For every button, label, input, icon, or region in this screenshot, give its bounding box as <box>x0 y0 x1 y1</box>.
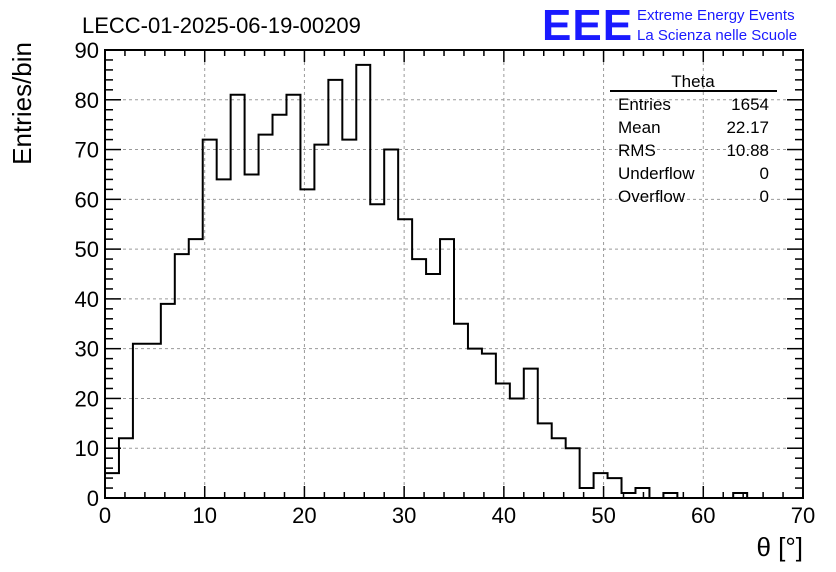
histogram-bin <box>440 239 454 498</box>
histogram-bin <box>203 140 217 498</box>
histogram-bin <box>119 438 133 498</box>
plot-frame <box>104 49 804 499</box>
histogram-bin <box>105 473 119 498</box>
histogram-bin <box>175 254 189 498</box>
histogram-bin <box>245 174 259 498</box>
histogram-outline <box>104 63 803 499</box>
y-tick-label: 40 <box>75 287 99 312</box>
histogram-bin <box>189 239 203 498</box>
histogram-bin <box>314 145 328 498</box>
x-tick-label: 0 <box>99 503 111 528</box>
histogram-bin <box>524 369 538 498</box>
logo-mark: EEE <box>542 1 633 50</box>
histogram-bin <box>580 488 594 498</box>
histogram-bin <box>482 354 496 498</box>
histogram-bin <box>231 95 245 498</box>
histogram-bin <box>273 115 287 498</box>
histogram-bin <box>259 135 273 498</box>
histogram-bin <box>356 65 370 498</box>
y-tick-label: 70 <box>75 138 99 163</box>
histogram-bin <box>398 219 412 498</box>
stats-row-value: 0 <box>760 164 769 183</box>
stats-row-label: Mean <box>618 118 661 137</box>
histogram-bin <box>566 448 580 498</box>
y-tick-label: 80 <box>75 88 99 113</box>
x-tick-label: 70 <box>791 503 815 528</box>
histogram-bin <box>370 204 384 498</box>
y-tick-label: 0 <box>87 486 99 511</box>
histogram-bin <box>384 150 398 498</box>
histogram-bin <box>594 473 608 498</box>
x-tick-label: 20 <box>292 503 316 528</box>
stats-row-label: Overflow <box>618 187 686 206</box>
histogram-bin <box>217 179 231 498</box>
y-tick-label: 10 <box>75 436 99 461</box>
y-tick-label: 20 <box>75 386 99 411</box>
histogram-bin <box>286 95 300 498</box>
stats-row-value: 1654 <box>731 95 769 114</box>
histogram-bin <box>538 423 552 498</box>
stats-box: Theta Entries 1654 Mean 22.17 RMS 10.88 Underf… <box>610 72 777 206</box>
stats-row-value: 0 <box>760 187 769 206</box>
stats-row-label: Underflow <box>618 164 695 183</box>
axes: 0 10 20 30 40 50 60 70 0 10 20 30 40 50 60 70 80 90 <box>75 38 816 528</box>
histogram-bin <box>552 438 566 498</box>
stats-row-value: 10.88 <box>726 141 769 160</box>
x-tick-label: 30 <box>392 503 416 528</box>
y-axis-title: Entries/bin <box>7 42 37 165</box>
histogram-bin <box>635 488 649 498</box>
histogram-bin <box>328 80 342 498</box>
histogram-bin <box>426 274 440 498</box>
logo-line-1: Extreme Energy Events <box>637 7 795 24</box>
stats-row-value: 22.17 <box>726 118 769 137</box>
logo-line-2: La Scienza nelle Scuole <box>637 27 797 44</box>
x-tick-label: 40 <box>492 503 516 528</box>
y-tick-label: 30 <box>75 337 99 362</box>
x-tick-label: 50 <box>591 503 615 528</box>
stats-row-label: Entries <box>618 95 671 114</box>
y-tick-label: 90 <box>75 38 99 63</box>
histogram-bin <box>608 478 622 498</box>
x-axis-title: θ [°] <box>756 532 803 562</box>
eee-logo: EEE Extreme Energy Events La Scienza nel… <box>542 1 797 50</box>
histogram-bin <box>496 384 510 498</box>
histogram-bin <box>468 349 482 498</box>
y-tick-label: 60 <box>75 187 99 212</box>
x-tick-label: 60 <box>691 503 715 528</box>
y-tick-label: 50 <box>75 237 99 262</box>
stats-title: Theta <box>671 72 715 91</box>
histogram-bin <box>161 304 175 498</box>
histogram-bin <box>454 324 468 498</box>
histogram-bin <box>133 344 147 498</box>
histogram-bin <box>147 344 161 498</box>
histogram-bin <box>510 398 524 498</box>
stats-row-label: RMS <box>618 141 656 160</box>
histogram-bin <box>412 259 426 498</box>
histogram-bin <box>300 189 314 498</box>
plot-title: LECC-01-2025-06-19-00209 <box>82 13 361 38</box>
x-tick-label: 10 <box>192 503 216 528</box>
histogram-bin <box>342 140 356 498</box>
histogram-series <box>104 63 803 499</box>
